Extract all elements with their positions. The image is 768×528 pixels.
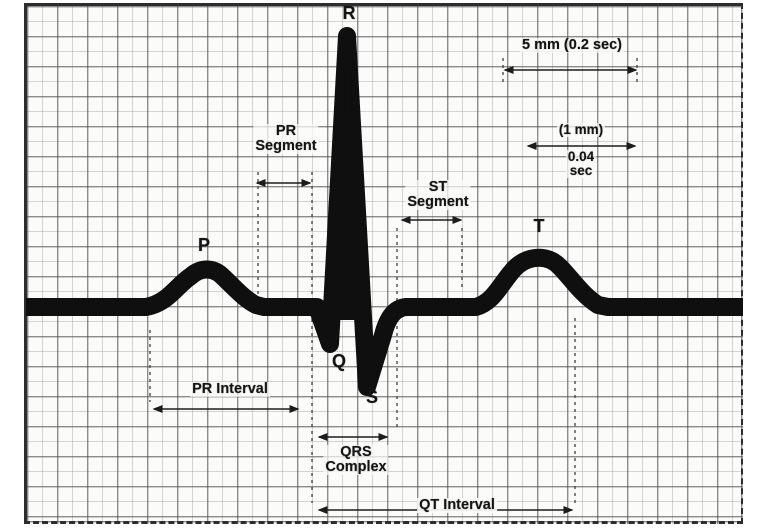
pr-segment-line1: PR (275, 123, 297, 139)
ecg-grid-paper (24, 3, 743, 524)
ecg-waveform-trace (26, 27, 743, 396)
q-dip-tip (325, 326, 336, 350)
st-segment-line1: ST (428, 179, 448, 195)
qrs-line1: QRS (340, 444, 372, 460)
p-wave-label: P (197, 235, 211, 255)
pr-interval-label: PR Interval (190, 381, 270, 397)
r-spike (340, 28, 357, 320)
s-wave-label: S (365, 387, 379, 407)
r-wave-label: R (342, 3, 356, 23)
scale-1mm-value: 0.04 (567, 149, 595, 164)
qrs-line2: Complex (325, 458, 387, 475)
scale-1mm-label: (1 mm) (556, 122, 606, 137)
s-dip-tip (360, 350, 374, 394)
t-wave-label: T (533, 216, 545, 236)
st-segment-line2: Segment (407, 193, 469, 210)
interval-boundary-markers (149, 58, 638, 503)
q-wave-label: Q (331, 351, 347, 371)
qt-interval-label: QT Interval (417, 497, 497, 513)
pr-segment-line2: Segment (255, 137, 317, 154)
scale-1mm-unit: sec (569, 162, 593, 178)
scale-1mm-value-label: 0.04 sec (565, 149, 597, 178)
qrs-complex-label: QRS Complex (323, 444, 389, 475)
st-segment-label: ST Segment (405, 179, 471, 210)
scale-5mm-label: 5 mm (0.2 sec) (520, 37, 624, 53)
pr-segment-label: PR Segment (253, 123, 319, 154)
